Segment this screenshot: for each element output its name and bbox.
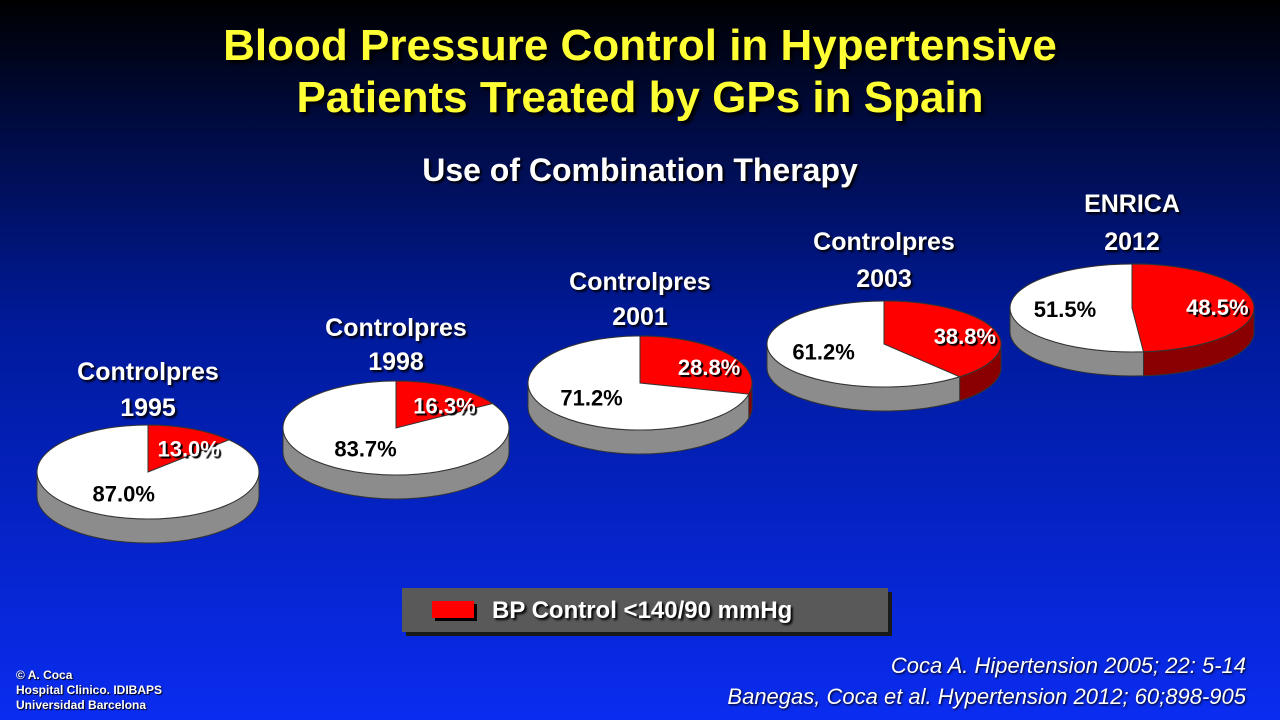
copyright-line-2: Hospital Clinico. IDIBAPS <box>16 683 163 697</box>
pie-2-controlled-slice <box>395 380 494 429</box>
pie-4-label-line-1: Controlpres <box>813 228 955 256</box>
pie-3-label-line-1: Controlpres <box>569 268 711 296</box>
pie-2-not-controlled-value: 83.7% <box>334 436 396 461</box>
pie-1-controlled-slice <box>147 424 231 473</box>
pie-4-label-line-2: 2003 <box>856 265 912 293</box>
pie-4-controlled-slice <box>883 300 1002 378</box>
legend-label: BP Control <140/90 mmHg <box>492 597 793 624</box>
pie-1-not-controlled-value: 87.0% <box>93 482 155 507</box>
legend: BP Control <140/90 mmHg <box>402 588 888 632</box>
pie-1: Controlpres 1995 13.0%87.0% <box>36 358 260 544</box>
pie-1-controlled-value: 13.0% <box>157 436 219 461</box>
pie-1-label-line-1: Controlpres <box>77 358 219 386</box>
pie-5-label-line-2: 2012 <box>1104 228 1160 256</box>
pie-5-not-controlled-value: 51.5% <box>1034 297 1096 322</box>
pie-2-controlled-value: 16.3% <box>413 393 475 418</box>
title-line-2: Patients Treated by GPs in Spain <box>296 73 984 122</box>
reference-1: Coca A. Hipertension 2005; 22: 5-14 <box>890 653 1246 678</box>
page-title: Blood Pressure Control in Hypertensive P… <box>0 20 1280 124</box>
pie-5-controlled-slice <box>1131 263 1255 353</box>
pie-3-label-line-2: 2001 <box>612 303 668 331</box>
legend-swatch-red <box>432 601 474 618</box>
title-line-1: Blood Pressure Control in Hypertensive <box>223 21 1057 70</box>
pie-2: Controlpres 1998 16.3% 83.7% <box>282 314 510 500</box>
pie-4-controlled-value: 38.8% <box>934 324 996 349</box>
pie-2-label-line-2: 1998 <box>368 348 424 376</box>
pie-1-label-line-2: 1995 <box>120 394 176 422</box>
pie-5: ENRICA 2012 48.5% 51.5% <box>1009 190 1255 377</box>
pie-3-controlled-value: 28.8% <box>678 355 740 380</box>
references: Coca A. Hipertension 2005; 22: 5-14 Bane… <box>727 650 1246 712</box>
pie-4: Controlpres 2003 38.8% 61.2% <box>766 228 1002 412</box>
copyright-line-3: Universidad Barcelona <box>16 698 147 712</box>
pie-3-not-controlled-value: 71.2% <box>560 386 622 411</box>
chart-subtitle: Use of Combination Therapy <box>422 152 858 188</box>
copyright-line-1: © A. Coca <box>16 668 73 682</box>
pie-5-controlled-value: 48.5% <box>1186 295 1248 320</box>
reference-2: Banegas, Coca et al. Hypertension 2012; … <box>727 684 1246 709</box>
pie-4-not-controlled-value: 61.2% <box>792 339 854 364</box>
pie-3: Controlpres 2001 28.8% 71.2% <box>527 268 753 455</box>
pie-2-label-line-1: Controlpres <box>325 314 467 342</box>
pie-3-controlled-slice <box>639 335 753 395</box>
pie-5-label-line-1: ENRICA <box>1084 190 1180 218</box>
copyright: © A. Coca Hospital Clinico. IDIBAPS Univ… <box>16 668 162 713</box>
